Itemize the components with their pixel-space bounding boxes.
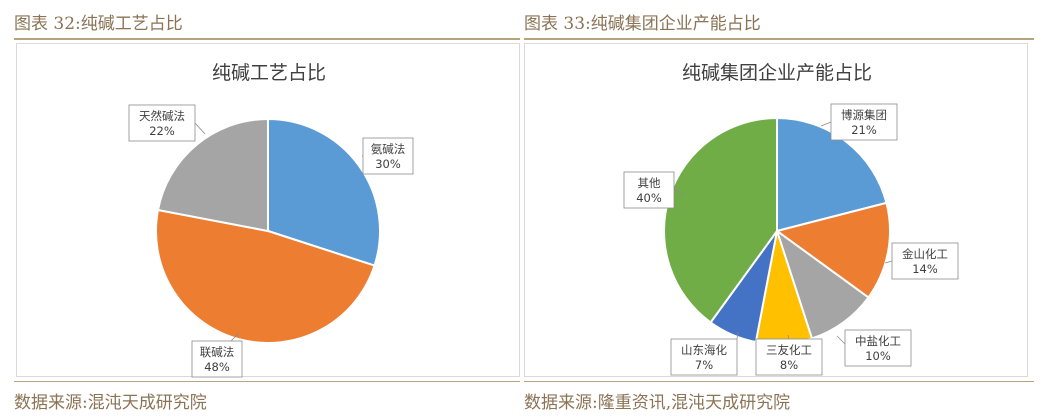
leader-line (230, 332, 240, 342)
leader-line (736, 331, 739, 340)
data-label-category: 博源集团 (841, 108, 887, 122)
chart-title-right: 纯碱集团企业产能占比 (682, 62, 872, 84)
data-label-category: 其他 (638, 176, 661, 190)
pie-slice-left-1 (155, 208, 376, 345)
pie-slice-left-0 (267, 117, 382, 267)
data-label-box (670, 338, 738, 376)
data-label-percent: 48% (204, 360, 230, 374)
pie-slice-right-0 (776, 116, 888, 233)
figure-caption-left: 图表 32:纯碱工艺占比 (14, 14, 183, 34)
data-label-box (844, 329, 912, 367)
data-label-category: 金山化工 (902, 247, 948, 261)
leader-line (673, 189, 685, 195)
data-label-category: 山东海化 (681, 343, 727, 357)
chart-panel-right: 纯碱集团企业产能占比博源集团 21% 金山化工 14% 中盐化工 10% 三友化工 8% 山东海… (524, 43, 1028, 377)
leader-line (194, 122, 206, 135)
leader-line (820, 121, 832, 127)
data-label-percent: 10% (865, 349, 891, 363)
leader-line (836, 335, 846, 345)
leader-line (884, 260, 893, 264)
source-divider-right (524, 381, 1034, 382)
pie-slice-right-2 (775, 228, 870, 340)
data-label-category: 氨碱法 (371, 142, 406, 156)
data-label-box (362, 137, 414, 175)
data-label-category: 三友化工 (766, 343, 812, 357)
data-label-category: 天然碱法 (139, 109, 185, 123)
data-label-percent: 7% (695, 358, 713, 372)
data-label-percent: 30% (375, 157, 401, 171)
pie-slice-left-2 (156, 117, 269, 233)
caption-divider-right (524, 38, 1034, 40)
pie-slice-right-1 (774, 201, 891, 299)
data-label-percent: 22% (149, 124, 175, 138)
data-label-box (891, 242, 959, 280)
pie-slices-right (663, 116, 891, 345)
leader-line (787, 334, 790, 340)
source-note-right: 数据来源:隆重资讯,混沌天成研究院 (524, 393, 791, 413)
pie-slices-left (155, 117, 382, 345)
figure-caption-right: 图表 33:纯碱集团企业产能占比 (524, 14, 761, 34)
caption-divider-left (14, 38, 520, 40)
source-note-left: 数据来源:混沌天成研究院 (14, 393, 207, 413)
data-label-box (191, 340, 243, 378)
data-label-box (830, 103, 898, 141)
chart-title-left: 纯碱工艺占比 (212, 62, 326, 84)
data-label-category: 联碱法 (200, 345, 235, 359)
chart-panel-left: 纯碱工艺占比氨碱法 30% 联碱法 48% 天然碱法 22% (16, 43, 520, 378)
data-label-percent: 14% (912, 262, 938, 276)
data-label-percent: 8% (780, 358, 798, 372)
data-label-box (755, 338, 823, 376)
data-label-box (128, 104, 196, 142)
data-label-category: 中盐化工 (855, 334, 901, 348)
data-label-percent: 21% (851, 123, 877, 137)
data-label-percent: 40% (636, 191, 662, 205)
data-label-box (623, 171, 675, 209)
source-divider-left (14, 381, 520, 382)
